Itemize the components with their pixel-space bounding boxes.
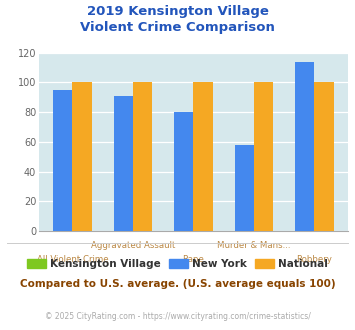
Bar (193, 82, 213, 231)
Bar (114, 96, 133, 231)
Text: 2019 Kensington Village: 2019 Kensington Village (87, 5, 268, 18)
Bar (235, 145, 254, 231)
Bar (72, 82, 92, 231)
Bar (53, 90, 72, 231)
Text: © 2025 CityRating.com - https://www.cityrating.com/crime-statistics/: © 2025 CityRating.com - https://www.city… (45, 312, 310, 321)
Text: Aggravated Assault: Aggravated Assault (91, 241, 175, 250)
Bar (295, 62, 315, 231)
Text: Rape: Rape (182, 255, 204, 264)
Bar (174, 112, 193, 231)
Bar (315, 82, 334, 231)
Text: Violent Crime Comparison: Violent Crime Comparison (80, 21, 275, 34)
Text: Murder & Mans...: Murder & Mans... (217, 241, 291, 250)
Text: Compared to U.S. average. (U.S. average equals 100): Compared to U.S. average. (U.S. average … (20, 279, 335, 289)
Bar (133, 82, 152, 231)
Text: Robbery: Robbery (296, 255, 332, 264)
Legend: Kensington Village, New York, National: Kensington Village, New York, National (23, 254, 332, 273)
Bar (254, 82, 273, 231)
Text: All Violent Crime: All Violent Crime (37, 255, 108, 264)
